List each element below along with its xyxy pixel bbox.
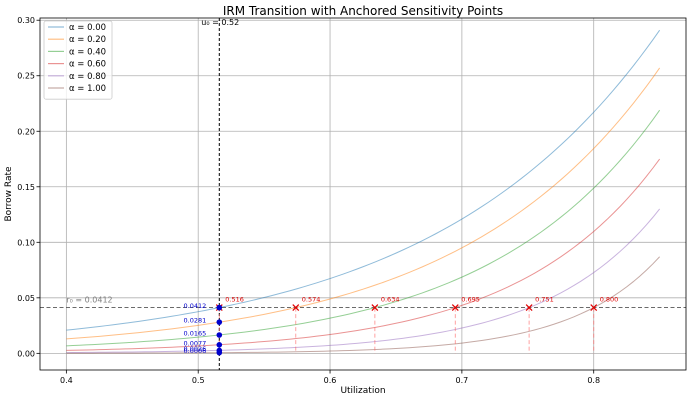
u0-point: [216, 341, 223, 348]
legend-entry: α = 0.20: [69, 35, 106, 45]
u0-point-label: 0.0281: [184, 317, 207, 325]
x-tick-label: 0.4: [60, 376, 73, 385]
anchor-label: 0.695: [461, 296, 480, 304]
series-line: [66, 256, 660, 354]
y-tick-label: 0.10: [17, 238, 35, 247]
legend-entry: α = 0.00: [69, 23, 106, 33]
series-line: [66, 158, 661, 351]
u0-point-label: 0.0026: [184, 345, 207, 353]
chart-title: IRM Transition with Anchored Sensitivity…: [223, 4, 503, 18]
u0-point-label: 0.0077: [184, 339, 207, 347]
legend: α = 0.00 α = 0.20 α = 0.40 α = 0.60 α = 0.80…: [43, 20, 113, 100]
x-tick-label: 0.8: [587, 376, 600, 385]
legend-entry: α = 0.40: [69, 47, 106, 57]
anchor-label: 0.751: [535, 296, 554, 304]
x-tick-label: 0.6: [324, 376, 337, 385]
y-tick-label: 0.20: [17, 127, 35, 136]
anchor-label: 0.516: [225, 296, 244, 304]
anchor-marker: [292, 304, 300, 312]
anchor-label: 0.800: [600, 296, 619, 304]
anchor-marker: [525, 304, 533, 312]
anchor-label: 0.634: [381, 296, 400, 304]
anchor-label: 0.574: [302, 296, 321, 304]
series-line: [66, 208, 661, 354]
y-tick-label: 0.00: [17, 349, 35, 358]
legend-entry: α = 1.00: [69, 84, 106, 94]
y-tick-label: 0.25: [17, 72, 35, 81]
grid: [40, 18, 686, 370]
x-axis-ticks: 0.4 0.5 0.6 0.7 0.8: [60, 370, 600, 385]
y-tick-label: 0.15: [17, 183, 35, 192]
plot-area: r₀ = 0.0412 u₀ = 0.52 0.516 0.574 0.634 0.695…: [40, 18, 686, 370]
plot-frame: [39, 17, 687, 371]
anchor-marker-stroke: [451, 304, 459, 312]
y-axis-label: Borrow Rate: [4, 166, 14, 222]
anchor-marker-stroke: [525, 304, 533, 312]
y-axis-ticks: 0.00 0.05 0.10 0.15 0.20 0.25 0.30: [17, 16, 40, 358]
series-line: [66, 67, 661, 340]
x-tick-label: 0.5: [192, 376, 205, 385]
anchor-marker: [371, 304, 379, 312]
y-tick-label: 0.30: [17, 16, 35, 25]
anchor-marker-stroke: [590, 304, 598, 312]
anchor-marker: [590, 304, 598, 312]
u0-point: [216, 332, 223, 338]
legend-entry: α = 0.80: [69, 72, 106, 82]
series-line: [66, 109, 661, 347]
r0-label: r₀ = 0.0412: [66, 296, 112, 305]
series-line: [66, 29, 661, 331]
u0-point-label: 0.0412: [184, 302, 207, 310]
u0-point-label: 0.0006: [184, 347, 207, 355]
u0-point: [216, 304, 223, 311]
anchor-marker: [451, 304, 459, 312]
legend-box: [43, 20, 113, 100]
u0-point-label: 0.0165: [184, 330, 207, 338]
x-axis-label: Utilization: [340, 386, 385, 396]
u0-point: [216, 319, 223, 325]
y-tick-label: 0.05: [17, 294, 35, 303]
anchor-marker-stroke: [371, 304, 379, 312]
x-tick-label: 0.7: [456, 376, 469, 385]
legend-entry: α = 0.60: [69, 60, 106, 70]
anchor-marker-stroke: [292, 304, 300, 312]
u0-label: u₀ = 0.52: [201, 18, 239, 27]
u0-point: [216, 349, 223, 356]
